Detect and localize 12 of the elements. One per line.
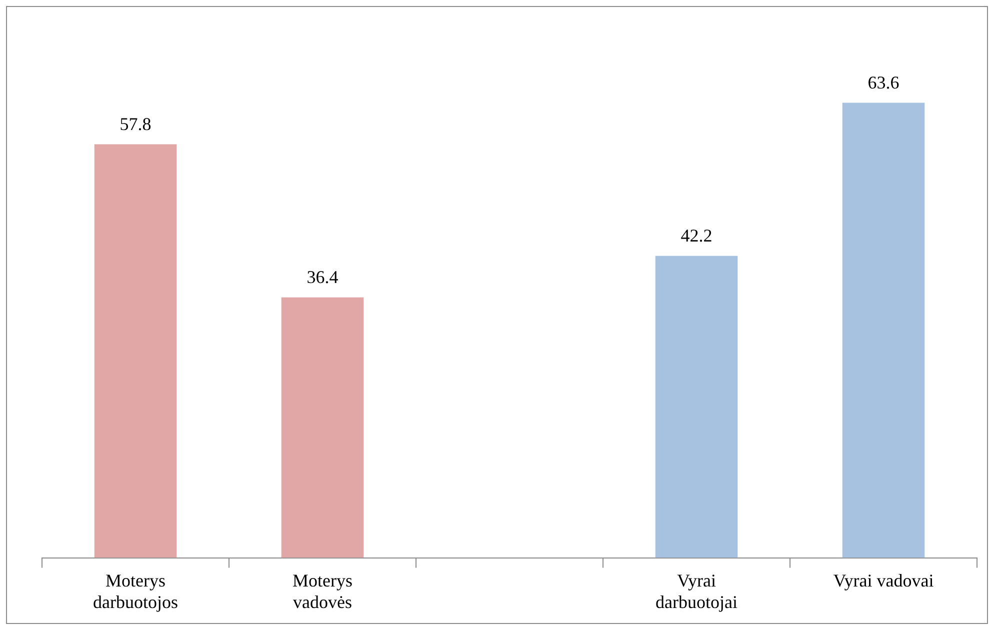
x-tick-label: Vyrai vadovai [833,570,934,590]
bar [281,297,364,558]
x-tick-label: Moterys vadovės [292,570,352,612]
bar [655,256,738,558]
x-tick-label: Vyrai darbuotojai [656,570,738,612]
data-label: 57.8 [120,114,152,134]
bar [94,144,177,558]
bar [842,102,925,558]
data-label: 42.2 [680,226,712,246]
x-tick-label: Moterys darbuotojos [93,570,178,612]
data-label: 36.4 [306,267,338,288]
data-label: 63.6 [868,72,900,93]
